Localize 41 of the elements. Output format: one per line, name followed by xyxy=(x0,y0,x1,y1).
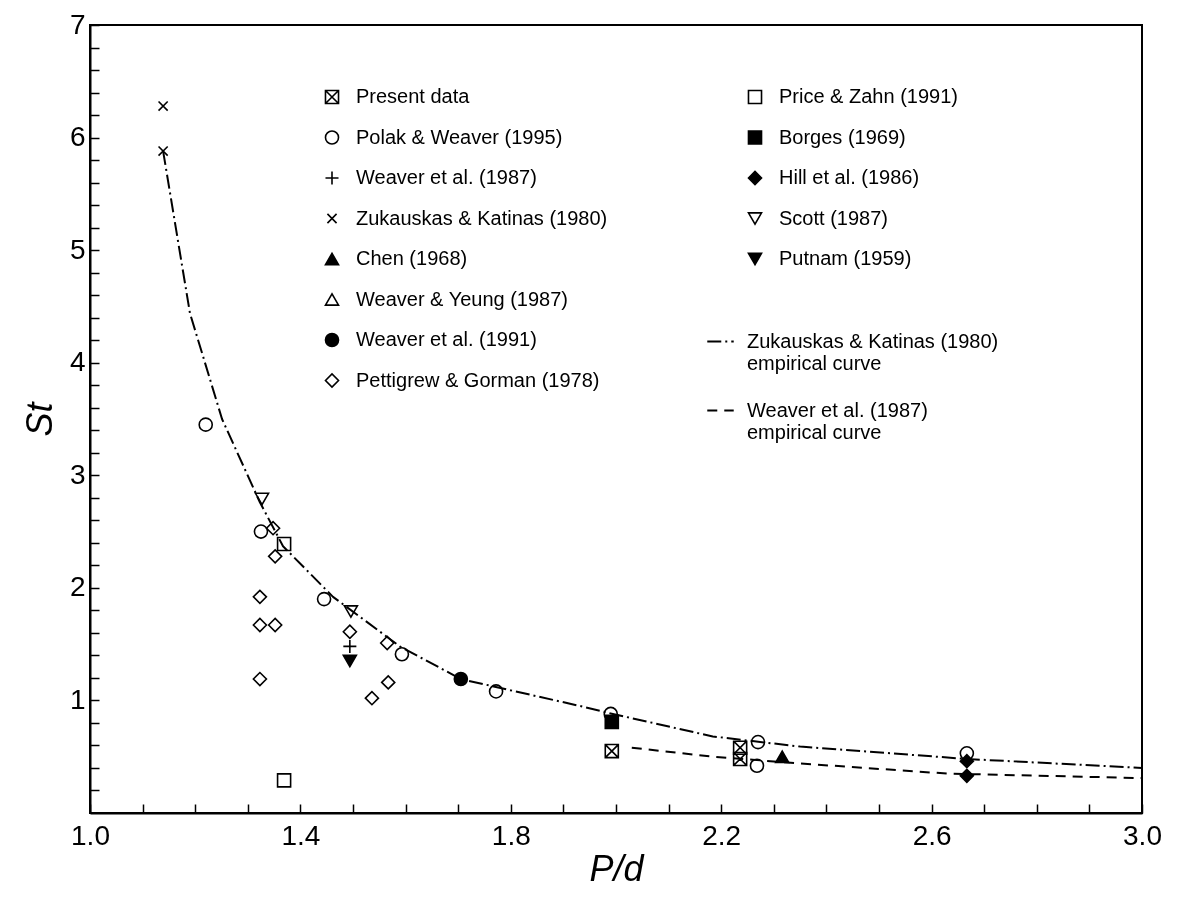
y-tick-label: 5 xyxy=(69,233,86,265)
point xyxy=(157,145,169,157)
legend-label: Weaver et al. (1987) xyxy=(356,166,537,188)
y-tick-label: 4 xyxy=(69,346,86,378)
y-tick-label: 1 xyxy=(69,683,86,715)
point xyxy=(342,654,358,668)
point xyxy=(276,536,292,552)
legend-label: Present data xyxy=(356,85,471,107)
point xyxy=(604,743,620,759)
legend-label: Weaver et al. (1987) empirical curve xyxy=(747,398,928,443)
x-tick-label: 1.4 xyxy=(281,819,321,851)
x-tick-label: 1.8 xyxy=(491,819,531,851)
y-tick-label: 3 xyxy=(69,458,86,490)
legend-label: Pettigrew & Gorman (1978) xyxy=(356,368,600,391)
legend-label: Weaver et al. (1991) xyxy=(356,328,537,350)
y-tick-label: 2 xyxy=(69,571,86,603)
legend-label: Hill et al. (1986) xyxy=(779,166,920,188)
legend-label: Chen (1968) xyxy=(356,247,468,269)
y-tick-label: 6 xyxy=(69,121,86,153)
point xyxy=(959,753,975,769)
legend-label: Scott (1987) xyxy=(779,206,888,229)
point xyxy=(604,714,620,730)
x-axis-title: P/d xyxy=(589,847,645,889)
legend-label: Borges (1969) xyxy=(779,125,906,148)
legend-label: Putnam (1959) xyxy=(779,247,912,269)
legend-label: Zukauskas & Katinas (1980) xyxy=(356,206,608,229)
x-tick-label: 3.0 xyxy=(1123,819,1162,851)
legend-label: Price & Zahn (1991) xyxy=(779,85,958,107)
x-tick-label: 2.6 xyxy=(912,819,952,851)
legend-label: Weaver & Yeung (1987) xyxy=(356,287,569,310)
point xyxy=(343,605,359,618)
point xyxy=(254,492,270,506)
legend-label: Zukauskas & Katinas (1980) empirical curve xyxy=(747,329,999,374)
legend-label: Polak & Weaver (1995) xyxy=(356,125,563,148)
point xyxy=(276,773,292,788)
x-tick-label: 1.0 xyxy=(71,819,110,851)
y-axis-title: St xyxy=(18,400,60,437)
x-tick-label: 2.2 xyxy=(702,819,742,851)
point xyxy=(157,100,169,112)
y-tick-label: 7 xyxy=(69,8,86,40)
point xyxy=(959,768,975,784)
